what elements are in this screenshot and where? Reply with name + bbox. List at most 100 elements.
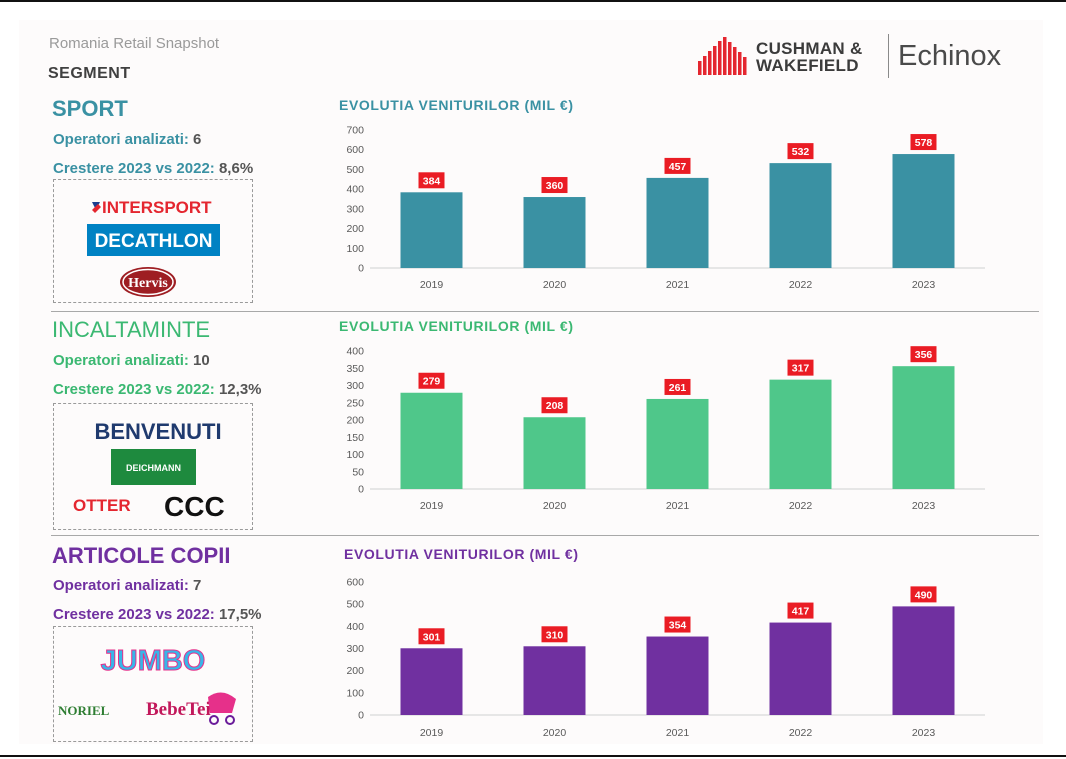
data-label-box [910, 346, 937, 363]
growth-label: Crestere 2023 vs 2022: [53, 160, 215, 177]
data-label: 301 [423, 631, 441, 643]
operators-line-incaltaminte: Operatori analizati: 10 [53, 352, 210, 369]
section-title-articole-copii: ARTICOLE COPII [52, 543, 231, 568]
brand-line-1: CUSHMAN & [756, 39, 863, 58]
category-label: 2022 [789, 727, 813, 739]
data-label-box [664, 616, 691, 633]
y-tick-label: 50 [352, 466, 364, 478]
bottom-border [0, 755, 1066, 757]
category-label: 2021 [666, 279, 690, 291]
y-tick-label: 0 [358, 263, 364, 275]
category-label: 2021 [666, 727, 690, 739]
stroller-icon [208, 692, 236, 725]
operators-line-sport: Operatori analizati: 6 [53, 131, 201, 148]
data-label: 457 [669, 161, 687, 173]
growth-value: 8,6% [218, 160, 254, 177]
data-label-box [418, 372, 445, 389]
operators-value: 6 [193, 131, 202, 148]
logo-box-articole-copii: JUMBO NORIEL BebeTei [53, 626, 253, 742]
y-tick-label: 400 [346, 346, 364, 358]
bar [400, 392, 463, 489]
data-label: 354 [669, 620, 687, 632]
data-label-box [910, 586, 937, 603]
y-tick-label: 100 [346, 687, 364, 699]
category-label: 2020 [543, 279, 567, 291]
bar [892, 366, 955, 489]
data-label-box [418, 628, 445, 645]
operators-label: Operatori analizati: [53, 352, 189, 369]
hervis-logo-icon: Hervis [120, 267, 176, 297]
articole-copii-logos: JUMBO NORIEL BebeTei [58, 645, 236, 725]
decathlon-logo-text: DECATHLON [95, 231, 213, 252]
section-separator [51, 535, 1039, 536]
jumbo-logo-text: JUMBO [101, 645, 206, 677]
data-label-box [664, 157, 691, 174]
category-label: 2020 [543, 727, 567, 739]
y-tick-label: 700 [346, 125, 364, 137]
category-label: 2022 [789, 279, 813, 291]
data-label: 310 [546, 629, 564, 641]
hervis-logo-text: Hervis [128, 276, 168, 291]
y-tick-label: 600 [346, 144, 364, 156]
section-title-sport: SPORT [52, 96, 128, 121]
y-tick-label: 200 [346, 665, 364, 677]
y-tick-label: 500 [346, 599, 364, 611]
y-tick-label: 400 [346, 621, 364, 633]
data-label: 360 [546, 180, 564, 192]
data-label-box [418, 172, 445, 189]
bar [892, 154, 955, 268]
bar [646, 636, 709, 715]
noriel-logo-text: NORIEL [58, 703, 110, 718]
operators-label: Operatori analizati: [53, 131, 189, 148]
intersport-logo-icon: INTERSPORT [92, 198, 212, 217]
ccc-logo-text: CCC [164, 491, 225, 522]
data-label-box [541, 177, 568, 194]
data-label-box [910, 134, 937, 151]
bar [769, 163, 832, 268]
incaltaminte-logos: BENVENUTI DEICHMANN OTTER CCC [73, 419, 225, 522]
y-tick-label: 200 [346, 223, 364, 235]
bar [523, 646, 586, 715]
y-tick-label: 400 [346, 184, 364, 196]
segment-heading: SEGMENT [48, 65, 131, 82]
deichmann-logo-icon: DEICHMANN [111, 449, 196, 485]
chart-title-sport: EVOLUTIA VENITURILOR (MIL €) [339, 97, 574, 113]
bebetei-logo-text: BebeTei [146, 699, 211, 720]
operators-line-articole-copii: Operatori analizati: 7 [53, 577, 201, 594]
growth-label: Crestere 2023 vs 2022: [53, 606, 215, 623]
bar [892, 606, 955, 715]
revenue-chart-articole-copii: 0 100 200 300 400 500 600 301 2019 310 2020 354 2021… [346, 577, 985, 739]
otter-logo-text: OTTER [73, 496, 131, 515]
benvenuti-logo-text: BENVENUTI [94, 419, 221, 444]
y-tick-label: 0 [358, 710, 364, 722]
operators-value: 10 [193, 352, 210, 369]
y-tick-label: 0 [358, 484, 364, 496]
data-label: 208 [546, 400, 564, 412]
category-label: 2020 [543, 500, 567, 512]
category-label: 2019 [420, 279, 444, 291]
category-label: 2023 [912, 727, 936, 739]
bar [646, 177, 709, 268]
brand-header: CUSHMAN & WAKEFIELD Echinox [698, 34, 1028, 80]
data-label: 578 [915, 137, 933, 149]
intersport-logo-text: INTERSPORT [102, 198, 212, 217]
brand-divider [888, 34, 889, 78]
chart-title-articole-copii: EVOLUTIA VENITURILOR (MIL €) [344, 546, 579, 562]
data-label-box [787, 143, 814, 160]
growth-value: 17,5% [218, 606, 262, 623]
growth-line-articole-copii: Crestere 2023 vs 2022: 17,5% [53, 606, 262, 623]
bar [400, 192, 463, 268]
y-tick-label: 100 [346, 449, 364, 461]
growth-line-incaltaminte: Crestere 2023 vs 2022: 12,3% [53, 381, 262, 398]
y-tick-label: 250 [346, 397, 364, 409]
category-label: 2023 [912, 500, 936, 512]
y-tick-label: 300 [346, 643, 364, 655]
data-label: 261 [669, 382, 687, 394]
bar [769, 622, 832, 715]
partner-name: Echinox [898, 40, 1002, 72]
bar [646, 398, 709, 489]
y-tick-label: 300 [346, 203, 364, 215]
section-title-incaltaminte: INCALTAMINTE [52, 317, 211, 342]
logo-box-sport: INTERSPORT DECATHLON Hervis [53, 179, 253, 303]
data-label-box [787, 359, 814, 376]
